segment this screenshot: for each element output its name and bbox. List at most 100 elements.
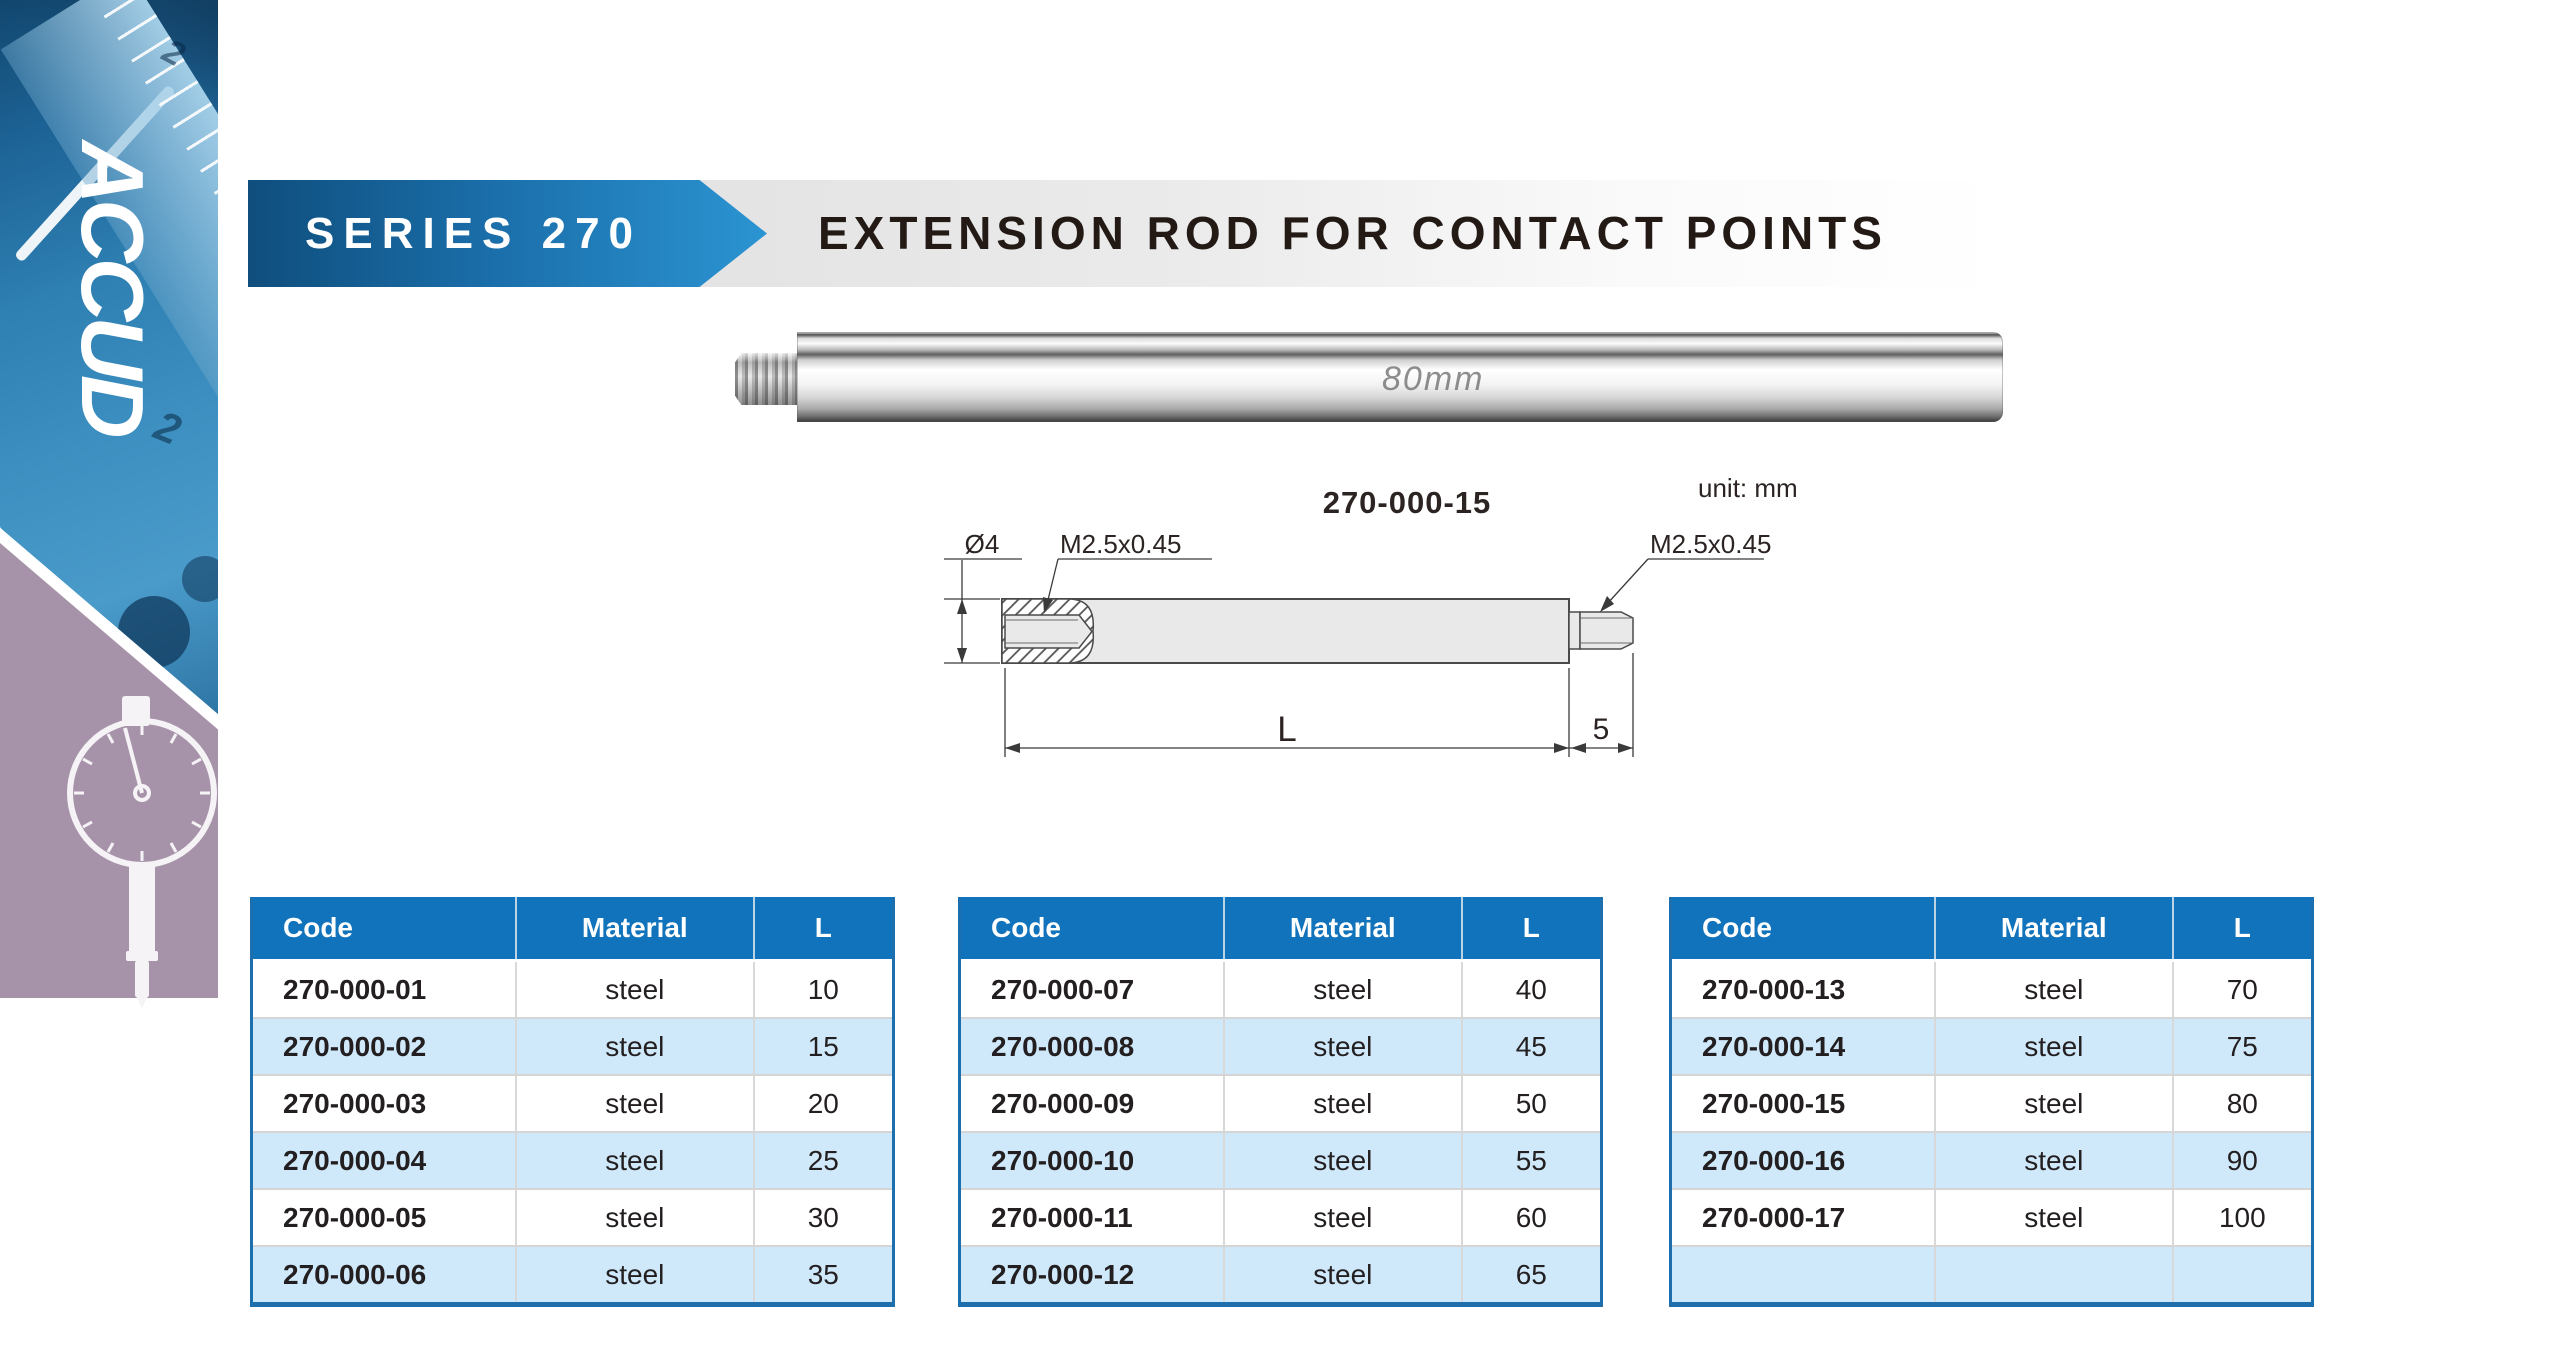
table-header-row: Code Material L (1672, 897, 2311, 962)
spec-table-2: Code Material L 270-000-07 steel 40 270-000-08… (958, 897, 1603, 1307)
code-cell: 270-000-11 (991, 1201, 1133, 1233)
material-cell: steel (514, 962, 755, 1017)
table-row: 270-000-14 steel 75 (1672, 1017, 2311, 1074)
code-cell: 270-000-04 (283, 1144, 427, 1176)
banner-gray-band (678, 180, 2151, 287)
spec-table-1: Code Material L 270-000-01 steel 10 270-000-02… (250, 897, 895, 1307)
code-cell: 270-000-16 (1702, 1144, 1846, 1176)
length-cell: 90 (2226, 1144, 2258, 1176)
length-cell: 45 (1515, 1030, 1547, 1062)
material-cell: steel (1222, 1133, 1463, 1188)
table-row: 270-000-08 steel 45 (961, 1017, 1600, 1074)
material-cell: steel (514, 1076, 755, 1131)
header-cell-code: Code (283, 912, 353, 943)
material-cell: steel (1933, 1133, 2174, 1188)
material-cell: steel (1222, 1190, 1463, 1245)
photo-dark-circle-small (182, 556, 218, 602)
code-cell: 270-000-01 (283, 973, 427, 1005)
table-row: 270-000-09 steel 50 (961, 1074, 1600, 1131)
material-cell: steel (1222, 962, 1463, 1017)
material-cell: steel (514, 1133, 755, 1188)
code-cell: 270-000-10 (991, 1144, 1135, 1176)
spec-table-3: Code Material L 270-000-13 steel 70 270-000-14… (1669, 897, 2314, 1307)
table-row: 270-000-17 steel 100 (1672, 1188, 2311, 1245)
length-cell: 65 (1515, 1258, 1547, 1290)
technical-diagram: 270-000-15 unit: mm Ø4 M2.5x0.45 M2.5x0.… (944, 473, 1798, 757)
product-photo: 80mm (735, 332, 2003, 422)
code-cell: 270-000-14 (1702, 1030, 1846, 1062)
diagram-left-thread-label: M2.5x0.45 (1060, 529, 1181, 559)
diagram-right-thread-label: M2.5x0.45 (1650, 529, 1771, 559)
brand-logo: ACCUD (63, 140, 162, 434)
header-cell-material: Material (1222, 897, 1463, 959)
dial-indicator-icon (67, 696, 217, 1008)
table-row: 270-000-04 steel 25 (253, 1131, 892, 1188)
header-cell-code: Code (991, 912, 1061, 943)
table-row: 270-000-05 steel 30 (253, 1188, 892, 1245)
header-cell-l: L (2233, 912, 2251, 943)
table-row: 270-000-07 steel 40 (961, 962, 1600, 1017)
material-cell: steel (1222, 1019, 1463, 1074)
material-cell: steel (1222, 1247, 1463, 1302)
length-cell: 80 (2226, 1087, 2258, 1119)
header-banner: SERIES 270 EXTENSION ROD FOR CONTACT POI… (248, 180, 2151, 287)
diagram-part-number: 270-000-15 (1323, 485, 1492, 520)
length-cell: 40 (1515, 973, 1547, 1005)
table-row: 270-000-06 steel 35 (253, 1245, 892, 1302)
length-cell: 30 (807, 1201, 839, 1233)
code-cell: 270-000-13 (1702, 973, 1846, 1005)
table-row: 270-000-12 steel 65 (961, 1245, 1600, 1302)
length-cell: 60 (1515, 1201, 1547, 1233)
code-cell: 270-000-06 (283, 1258, 427, 1290)
table-row (1672, 1245, 2311, 1302)
length-cell: 35 (807, 1258, 839, 1290)
header-cell-l: L (1522, 912, 1540, 943)
table-row: 270-000-10 steel 55 (961, 1131, 1600, 1188)
diagram-diameter-label: Ø4 (965, 529, 1000, 559)
material-cell: steel (514, 1247, 755, 1302)
code-cell: 270-000-03 (283, 1087, 427, 1119)
header-cell-material: Material (1933, 897, 2174, 959)
length-cell: 15 (807, 1030, 839, 1062)
material-cell: steel (514, 1190, 755, 1245)
length-cell: 70 (2226, 973, 2258, 1005)
series-label: SERIES 270 (305, 209, 643, 258)
header-cell-l: L (814, 912, 832, 943)
sidebar: 2 2 ACCUD (0, 0, 218, 1358)
table-row: 270-000-03 steel 20 (253, 1074, 892, 1131)
diagram-dimension-lines (944, 558, 1764, 757)
code-cell: 270-000-17 (1702, 1201, 1846, 1233)
table-header-row: Code Material L (253, 897, 892, 962)
header-cell-material: Material (514, 897, 755, 959)
table-row: 270-000-13 steel 70 (1672, 962, 2311, 1017)
header-cell-code: Code (1702, 912, 1772, 943)
table-row: 270-000-11 steel 60 (961, 1188, 1600, 1245)
length-cell: 50 (1515, 1087, 1547, 1119)
material-cell: steel (1933, 962, 2174, 1017)
code-cell: 270-000-07 (991, 973, 1135, 1005)
diagram-rod-outline (1001, 598, 1634, 664)
material-cell: steel (1933, 1190, 2174, 1245)
table-row: 270-000-15 steel 80 (1672, 1074, 2311, 1131)
rod-engraving: 80mm (1382, 360, 1485, 398)
code-cell: 270-000-09 (991, 1087, 1135, 1119)
material-cell: steel (1933, 1019, 2174, 1074)
material-cell: steel (514, 1019, 755, 1074)
length-cell: 100 (2218, 1201, 2266, 1233)
length-cell: 20 (807, 1087, 839, 1119)
code-cell (1672, 1247, 1934, 1302)
material-cell: steel (1222, 1076, 1463, 1131)
table-row: 270-000-16 steel 90 (1672, 1131, 2311, 1188)
length-cell: 25 (807, 1144, 839, 1176)
page-title: EXTENSION ROD FOR CONTACT POINTS (818, 207, 1887, 259)
code-cell: 270-000-15 (1702, 1087, 1846, 1119)
code-cell: 270-000-08 (991, 1030, 1135, 1062)
rod-body: 80mm (797, 332, 2003, 422)
length-cell: 75 (2226, 1030, 2258, 1062)
table-row: 270-000-02 steel 15 (253, 1017, 892, 1074)
rod-thread-tip (735, 353, 799, 405)
diagram-stud-label: 5 (1593, 713, 1610, 746)
length-cell: 10 (807, 973, 839, 1005)
material-cell: steel (1933, 1076, 2174, 1131)
diagram-unit-label: unit: mm (1698, 473, 1798, 503)
